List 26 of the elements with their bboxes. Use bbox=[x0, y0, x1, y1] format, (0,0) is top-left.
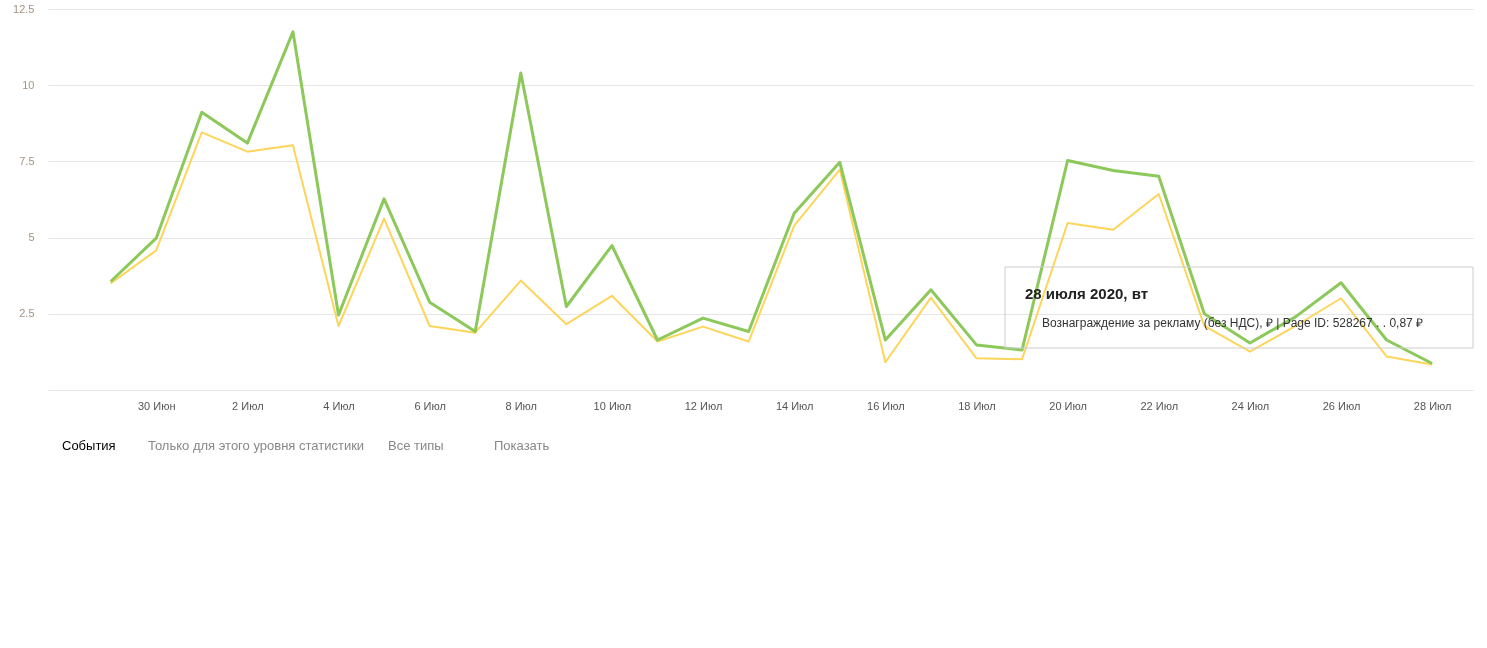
text: Только для этого уровня статистики bbox=[148, 438, 365, 453]
x-tick-label: 16 Июл bbox=[867, 399, 905, 412]
x-tick-label: 8 Июл bbox=[505, 399, 538, 412]
x-tick-label: 18 Июл bbox=[958, 399, 996, 412]
x-tick-label: 2 Июл bbox=[232, 399, 264, 412]
x-tick-label: 30 Июн bbox=[137, 399, 176, 412]
y-tick-label: 12.5 bbox=[13, 2, 35, 15]
line-series bbox=[109, 30, 1434, 365]
y-tick-label: 7.5 bbox=[19, 154, 35, 167]
x-tick-label: 12 Июл bbox=[684, 399, 723, 412]
text: Показать bbox=[494, 438, 550, 453]
y-tick-label: 5 bbox=[28, 231, 35, 244]
line-series bbox=[109, 131, 1434, 366]
x-tick-label: 6 Июл bbox=[414, 399, 446, 412]
x-tick-label: 14 Июл bbox=[775, 399, 814, 412]
x-tick-label: 10 Июл bbox=[593, 399, 632, 412]
x-tick-label: 22 Июл bbox=[1140, 399, 1179, 412]
x-tick-label: 28 Июл bbox=[1413, 399, 1452, 412]
x-tick-label: 4 Июл bbox=[323, 399, 355, 412]
x-tick-label: 24 Июл bbox=[1231, 399, 1270, 412]
x-tick-label: 20 Июл bbox=[1049, 399, 1087, 412]
text: События bbox=[62, 438, 116, 453]
text: Все типы bbox=[388, 438, 444, 453]
x-tick-label: 26 Июл bbox=[1322, 399, 1361, 412]
y-tick-label: 2.5 bbox=[19, 307, 35, 320]
y-tick-label: 10 bbox=[22, 78, 35, 91]
